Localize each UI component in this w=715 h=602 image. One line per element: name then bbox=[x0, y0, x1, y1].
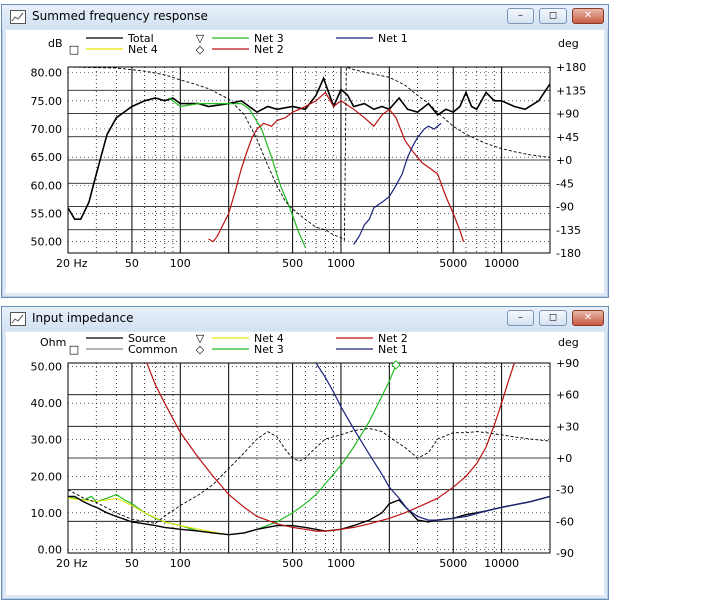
x-tick-label: 5000 bbox=[439, 557, 467, 570]
title-bar[interactable]: Input impedance – ◻ ✕ bbox=[2, 307, 608, 331]
y-tick-label-left: 75.00 bbox=[31, 95, 63, 108]
y-tick-label-left: 60.00 bbox=[31, 179, 63, 192]
y-tick-label-right: +90 bbox=[556, 357, 579, 370]
x-tick-label: 1000 bbox=[327, 557, 355, 570]
x-tick-label: 500 bbox=[282, 557, 303, 570]
legend-label: Net 3 bbox=[254, 32, 284, 45]
legend-marker-icon: ◇ bbox=[196, 43, 205, 56]
x-tick-label: 50 bbox=[125, 257, 139, 270]
legend-label: Total bbox=[127, 32, 154, 45]
y-tick-label-right: +0 bbox=[556, 154, 572, 167]
series-line-net-4 bbox=[68, 497, 229, 536]
y-axis-label-right: deg bbox=[558, 37, 579, 50]
y-tick-label-left: 80.00 bbox=[31, 67, 63, 80]
y-tick-label-right: -180 bbox=[556, 247, 581, 260]
maximize-icon: ◻ bbox=[548, 312, 558, 323]
x-tick-label: 50 bbox=[125, 557, 139, 570]
series-line-phase bbox=[68, 67, 550, 242]
series-line-net-1 bbox=[353, 122, 442, 245]
y-tick-label-left: 20.00 bbox=[31, 470, 63, 483]
series-line-net-2 bbox=[208, 91, 465, 243]
window-title: Summed frequency response bbox=[32, 9, 208, 23]
window-title: Input impedance bbox=[32, 311, 134, 325]
x-tick-label: 10000 bbox=[484, 557, 519, 570]
close-icon: ✕ bbox=[583, 10, 593, 21]
series-line-net-2 bbox=[146, 363, 515, 532]
y-tick-label-left: 30.00 bbox=[31, 434, 63, 447]
legend-label: Net 2 bbox=[378, 332, 408, 345]
minimize-icon: – bbox=[518, 10, 523, 21]
x-tick-label: 1000 bbox=[327, 257, 355, 270]
series-line-net-1 bbox=[315, 363, 550, 521]
x-tick-label: 20 Hz bbox=[56, 257, 88, 270]
legend-label: Net 1 bbox=[378, 32, 408, 45]
y-tick-label-right: -30 bbox=[556, 484, 574, 497]
y-tick-label-left: 50.00 bbox=[31, 236, 63, 249]
legend-label: Net 4 bbox=[128, 43, 158, 56]
minimize-icon: – bbox=[518, 312, 523, 323]
y-tick-label-right: +60 bbox=[556, 389, 579, 402]
series-marker bbox=[391, 360, 401, 370]
close-button[interactable]: ✕ bbox=[572, 8, 604, 24]
legend-marker-icon: □ bbox=[69, 43, 79, 56]
y-tick-label-right: +0 bbox=[556, 452, 572, 465]
y-tick-label-left: 55.00 bbox=[31, 208, 63, 221]
close-icon: ✕ bbox=[583, 312, 593, 323]
maximize-button[interactable]: ◻ bbox=[539, 8, 567, 24]
x-tick-label: 20 Hz bbox=[56, 557, 88, 570]
y-tick-label-left: 50.00 bbox=[31, 361, 63, 374]
legend-label: Net 1 bbox=[378, 343, 408, 356]
chart-window-icon bbox=[10, 312, 26, 326]
x-tick-label: 100 bbox=[170, 257, 191, 270]
impedance-chart: Ohm deg 50.00 40.00 30.00 20.00 10.00 0.00 +90 +6… bbox=[31, 332, 580, 570]
x-tick-label: 5000 bbox=[439, 257, 467, 270]
input-impedance-window[interactable]: Input impedance – ◻ ✕ Ohm deg 50.00 40.00 30… bbox=[1, 306, 609, 600]
x-tick-label: 10000 bbox=[484, 257, 519, 270]
minimize-button[interactable]: – bbox=[507, 8, 534, 24]
y-tick-label-right: +135 bbox=[556, 84, 586, 97]
y-tick-label-left: 0.00 bbox=[38, 543, 63, 556]
y-tick-label-right: +180 bbox=[556, 61, 586, 74]
series-line-net-3 bbox=[168, 97, 306, 248]
maximize-icon: ◻ bbox=[548, 10, 558, 21]
y-tick-label-right: -135 bbox=[556, 224, 581, 237]
series-line-phase bbox=[68, 427, 550, 524]
close-button[interactable]: ✕ bbox=[572, 310, 604, 326]
chart-window-icon bbox=[10, 10, 26, 24]
legend-label: Source bbox=[128, 332, 166, 345]
summed-frequency-response-window[interactable]: Summed frequency response – ◻ ✕ dB deg 80.… bbox=[1, 4, 609, 298]
y-tick-label-right: -45 bbox=[556, 177, 574, 190]
y-axis-label-right: deg bbox=[558, 336, 579, 349]
y-tick-label-right: +30 bbox=[556, 420, 579, 433]
frequency-response-chart: dB deg 80.00 75.00 70.00 65.00 60.00 55.00 50.00… bbox=[31, 32, 587, 270]
y-tick-label-left: 70.00 bbox=[31, 123, 63, 136]
legend-label: Net 4 bbox=[254, 332, 284, 345]
y-tick-label-right: +45 bbox=[556, 131, 579, 144]
legend-label: Common bbox=[128, 343, 178, 356]
y-tick-label-left: 40.00 bbox=[31, 397, 63, 410]
legend-label: Net 2 bbox=[254, 43, 284, 56]
legend-marker-icon: □ bbox=[69, 343, 79, 356]
y-tick-label-right: -90 bbox=[556, 201, 574, 214]
y-tick-label-right: +90 bbox=[556, 108, 579, 121]
y-tick-label-left: 65.00 bbox=[31, 151, 63, 164]
title-bar[interactable]: Summed frequency response – ◻ ✕ bbox=[2, 5, 608, 29]
x-tick-label: 500 bbox=[282, 257, 303, 270]
y-axis-label-left: Ohm bbox=[40, 336, 66, 349]
legend-marker-icon: ▽ bbox=[196, 32, 205, 45]
y-tick-label-right: -90 bbox=[556, 547, 574, 560]
legend-marker-icon: ◇ bbox=[196, 343, 205, 356]
minimize-button[interactable]: – bbox=[507, 310, 534, 326]
y-axis-label-left: dB bbox=[48, 37, 63, 50]
chart-area: Ohm deg 50.00 40.00 30.00 20.00 10.00 0.00 +90 +6… bbox=[6, 332, 604, 595]
chart-area: dB deg 80.00 75.00 70.00 65.00 60.00 55.00 50.00… bbox=[6, 30, 604, 293]
y-tick-label-right: -60 bbox=[556, 515, 574, 528]
y-tick-label-left: 10.00 bbox=[31, 507, 63, 520]
legend-label: Net 3 bbox=[254, 343, 284, 356]
legend-marker-icon: ▽ bbox=[196, 332, 205, 345]
maximize-button[interactable]: ◻ bbox=[539, 310, 567, 326]
x-tick-label: 100 bbox=[170, 557, 191, 570]
